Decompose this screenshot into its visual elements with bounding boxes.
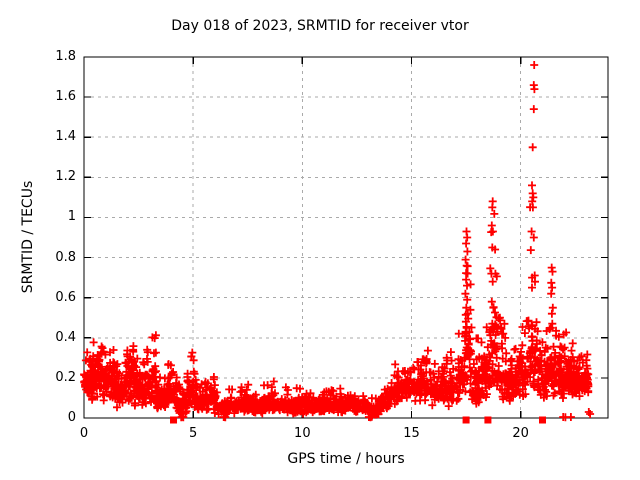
y-tick-label: 1 xyxy=(67,209,76,225)
y-tick-label: 1.8 xyxy=(55,49,76,64)
x-axis-label: GPS time / hours xyxy=(287,451,405,467)
y-tick-label: 1.4 xyxy=(55,129,76,145)
y-tick-label: 0.8 xyxy=(55,249,76,265)
y-tick-label: 1.2 xyxy=(55,169,76,185)
y-tick-label: 0.2 xyxy=(55,369,76,385)
y-tick-label: 1.6 xyxy=(55,89,76,105)
x-tick-label: 15 xyxy=(403,426,420,441)
y-tick-label: 0.4 xyxy=(55,329,76,345)
x-tick-label: 10 xyxy=(294,426,311,441)
x-tick-label: 20 xyxy=(512,426,529,441)
y-tick-label: 0 xyxy=(67,410,76,425)
chart-title: Day 018 of 2023, SRMTID for receiver vto… xyxy=(171,18,469,34)
x-tick-label: 5 xyxy=(189,426,198,441)
x-tick-label: 0 xyxy=(79,426,89,441)
y-tick-label: 0.6 xyxy=(55,289,76,305)
